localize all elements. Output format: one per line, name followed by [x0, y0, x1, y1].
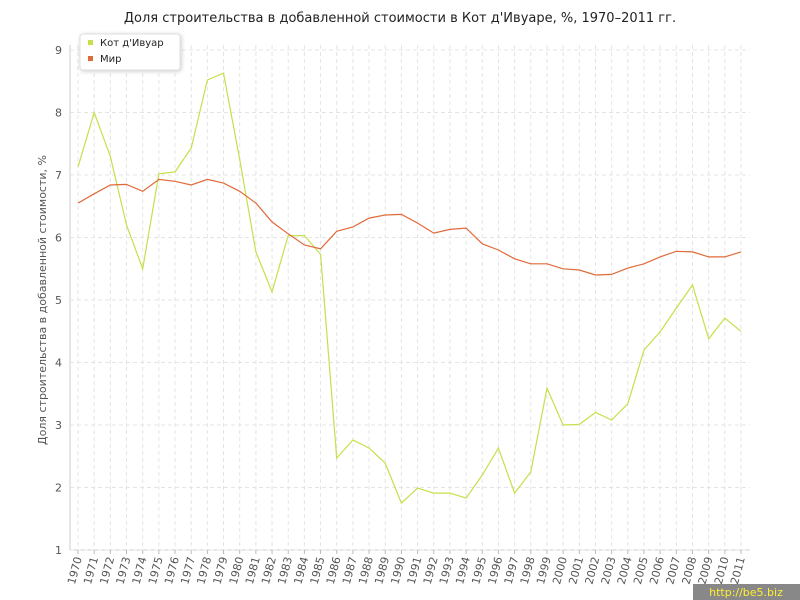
legend-box [79, 33, 181, 71]
watermark-box [693, 584, 800, 600]
y-tick-label: 6 [55, 232, 62, 245]
chart-title: Доля строительства в добавленной стоимос… [124, 11, 676, 26]
series-line [77, 178, 742, 276]
grid: 1234567891970197119721973197419751976197… [55, 44, 750, 586]
y-tick-label: 2 [55, 482, 62, 495]
y-tick-label: 5 [55, 294, 62, 307]
y-tick-label: 1 [55, 544, 62, 557]
legend-label: Мир [100, 54, 121, 65]
y-tick-label: 7 [55, 169, 62, 182]
plot [77, 72, 742, 505]
legend: Кот д'Ивуар Мир [79, 33, 181, 71]
legend-swatch [88, 40, 93, 45]
legend-swatch [88, 56, 93, 61]
legend-label: Кот д'Ивуар [100, 38, 164, 49]
y-tick-label: 3 [55, 419, 62, 432]
y-tick-label: 9 [55, 44, 62, 57]
series-line [77, 72, 742, 505]
watermark: http://be5.biz [709, 586, 783, 599]
y-tick-label: 4 [55, 357, 62, 370]
y-tick-label: 8 [55, 107, 62, 120]
y-axis-label: Доля строительства в добавленной стоимос… [36, 155, 49, 445]
